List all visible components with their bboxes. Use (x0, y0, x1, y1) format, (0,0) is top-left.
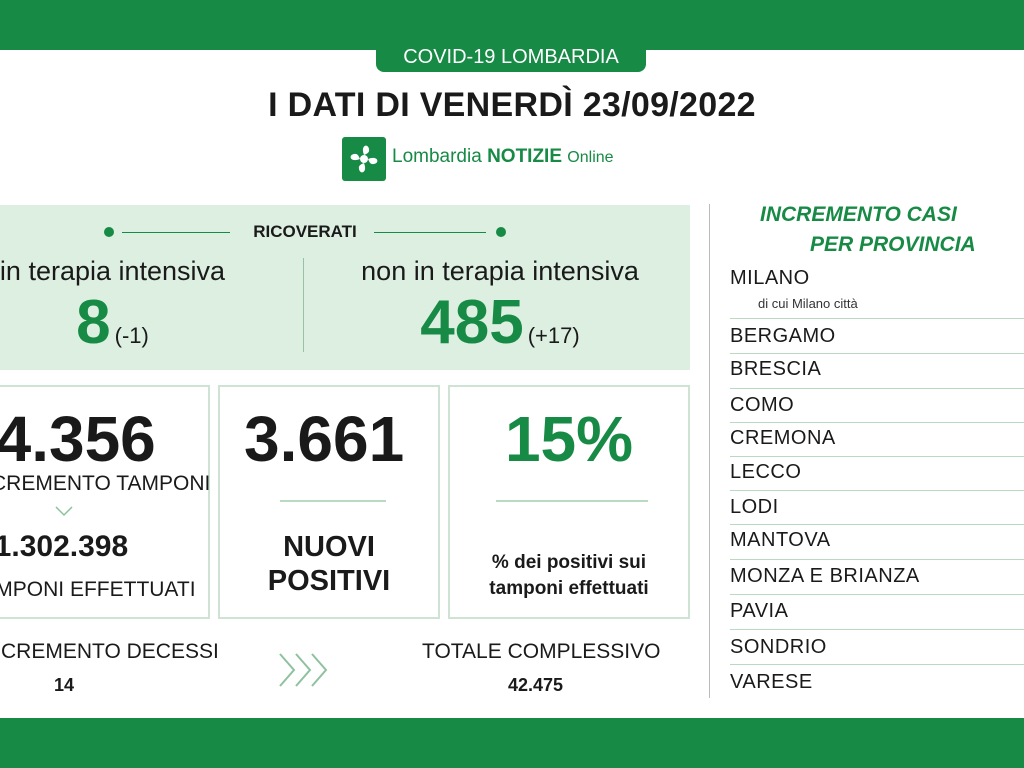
province-sondrio: SONDRIO (730, 636, 827, 658)
provinces-title-line1: INCREMENTO CASI (760, 203, 957, 226)
non-icu-delta: (+17) (527, 323, 580, 348)
province-rule (730, 318, 1024, 319)
province-brescia: BRESCIA (730, 358, 822, 380)
positives-value: 3.661 (244, 403, 405, 475)
province-rule (730, 456, 1024, 457)
hospitalized-label: RICOVERATI (253, 222, 357, 241)
positivity-card (448, 385, 690, 619)
total-deaths-value: 42.475 (508, 675, 564, 695)
province-varese: VARESE (730, 671, 813, 693)
province-lecco: LECCO (730, 461, 802, 483)
positives-rule (280, 500, 386, 502)
positivity-rule (496, 500, 648, 502)
province-monza: MONZA E BRIANZA (730, 565, 920, 587)
deaths-value: 14 (54, 675, 75, 695)
logo-highlight: NOTIZIE (487, 146, 563, 167)
non-icu-label: non in terapia intensiva (361, 256, 639, 286)
province-rule (730, 559, 1024, 560)
positivity-label: % dei positivi sui tamponi effettuati (448, 550, 690, 602)
positivity-label-line1: % dei positivi sui (491, 552, 647, 573)
province-mantova: MANTOVA (730, 529, 831, 551)
positives-label-line2: POSITIVI (267, 565, 391, 597)
province-rule (730, 629, 1024, 630)
chevron-down-icon (54, 504, 74, 522)
decor-line-left (122, 232, 230, 233)
province-rule (730, 490, 1024, 491)
province-rule (730, 664, 1024, 665)
non-icu-value: 485 (420, 288, 524, 357)
province-milano: MILANO (730, 267, 810, 289)
logo-wordmark: Lombardia NOTIZIE Online (392, 146, 614, 168)
bottom-band (0, 718, 1024, 768)
province-rule (730, 594, 1024, 595)
positives-label-line1: NUOVI (283, 531, 375, 563)
decor-dot-left (104, 227, 114, 237)
triple-chevron-right-icon (276, 650, 336, 695)
column-separator (709, 204, 710, 698)
lombardia-logo-icon (342, 137, 386, 181)
province-lodi: LODI (730, 496, 779, 518)
decor-dot-right (496, 227, 506, 237)
icu-stat: in terapia intensiva 8 (-1) (0, 256, 305, 358)
hospitalized-panel (0, 205, 690, 370)
province-pavia: PAVIA (730, 600, 789, 622)
province-bergamo: BERGAMO (730, 325, 836, 347)
deaths-label: INCREMENTO DECESSI (0, 640, 219, 663)
positivity-label-line2: tamponi effettuati (489, 578, 649, 599)
tests-total-label: TAMPONI EFFETTUATI (0, 578, 196, 601)
province-rule (730, 524, 1024, 525)
icu-label: in terapia intensiva (0, 256, 226, 286)
positives-card (218, 385, 440, 619)
provinces-title: INCREMENTO CASI PER PROVINCIA (760, 200, 1024, 260)
province-rule (730, 388, 1024, 389)
page-title: I DATI DI VENERDÌ 23/09/2022 (268, 86, 756, 124)
provinces-title-line2: PER PROVINCIA (810, 233, 976, 256)
hospitalized-divider (303, 258, 304, 352)
logo-brand: Lombardia (392, 146, 482, 167)
province-cremona: CREMONA (730, 427, 836, 449)
province-como: COMO (730, 394, 795, 416)
province-rule (730, 422, 1024, 423)
top-band (0, 0, 1024, 50)
non-icu-stat: non in terapia intensiva 485 (+17) (320, 256, 680, 358)
positivity-value: 15% (504, 403, 634, 475)
decor-line-right (374, 232, 486, 233)
tests-increment-label: INCREMENTO TAMPONI (0, 472, 211, 495)
logo-suffix: Online (567, 149, 614, 166)
tests-card (0, 385, 210, 619)
tests-total-value: 21.302.398 (0, 530, 129, 563)
region-tag: COVID-19 LOMBARDIA (376, 42, 646, 72)
icu-value: 8 (76, 288, 111, 357)
icu-delta: (-1) (114, 323, 149, 348)
province-rule (730, 353, 1024, 354)
tests-increment-value: 24.356 (0, 403, 156, 475)
total-deaths-label: TOTALE COMPLESSIVO (422, 640, 661, 663)
positives-label: NUOVI POSITIVI (218, 530, 440, 598)
province-milano-sub: di cui Milano città (758, 296, 858, 311)
